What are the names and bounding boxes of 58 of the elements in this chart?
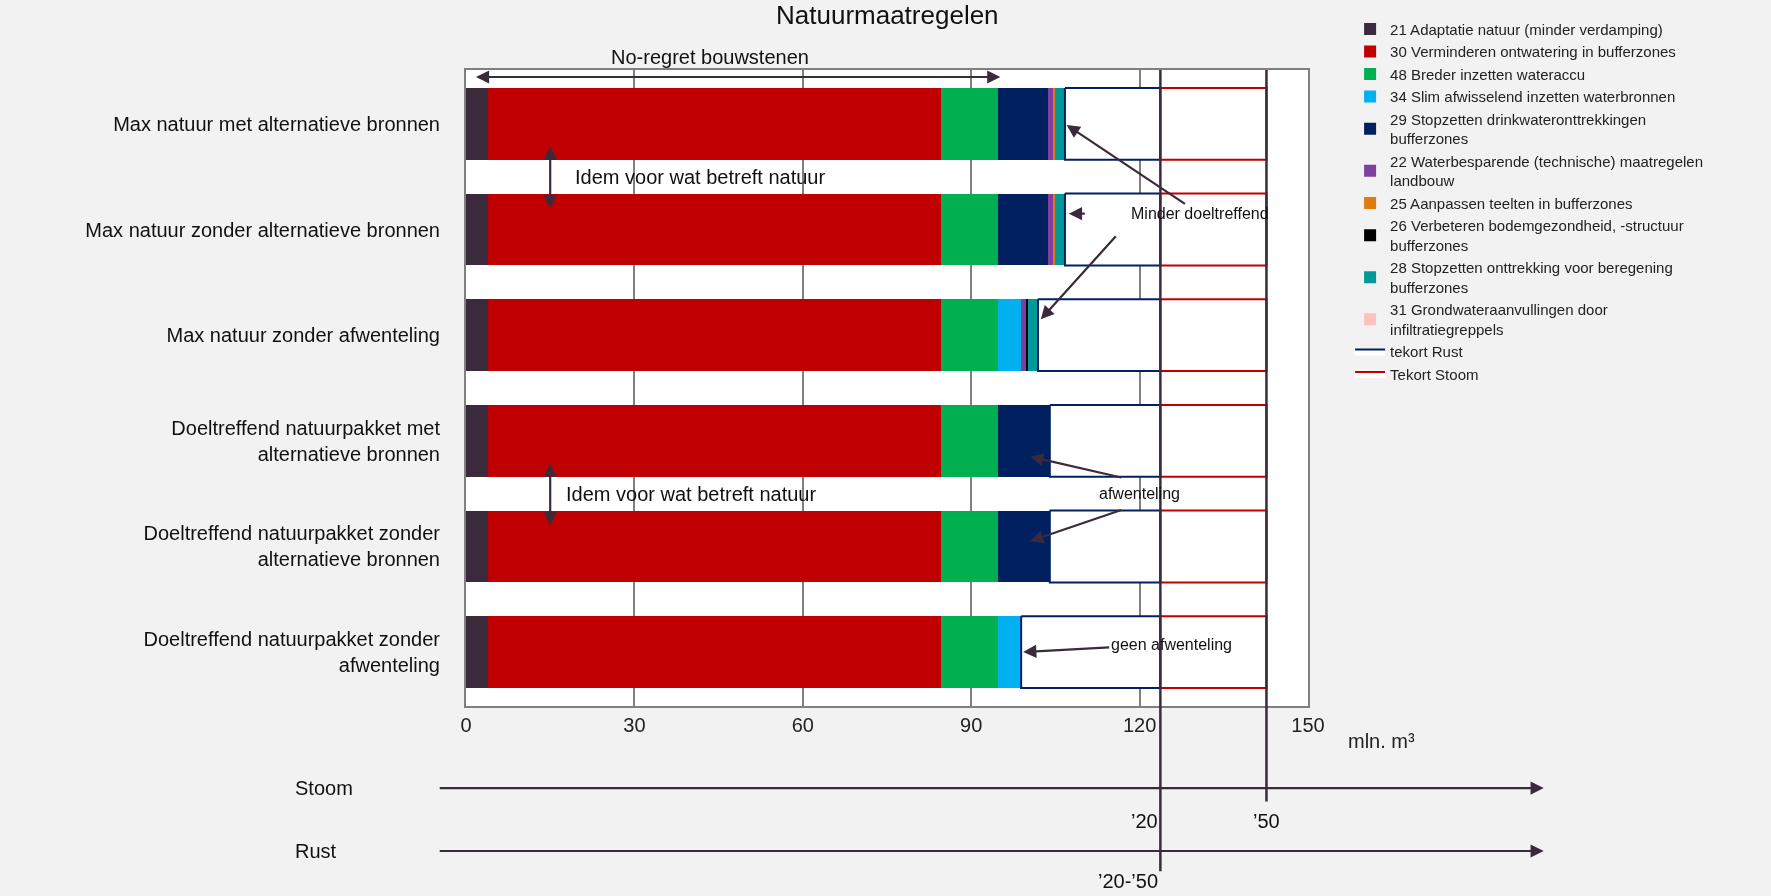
legend-label: Tekort Stoom [1390, 365, 1479, 383]
bar [1028, 299, 1038, 372]
legend-label: tekort Rust [1390, 343, 1464, 361]
bar [941, 510, 998, 583]
x-tick-label: 150 [1291, 714, 1325, 736]
y-tick-label: Max natuur met alternatieve bronnen [113, 112, 440, 135]
x-tick-label: 90 [960, 714, 983, 736]
bar [941, 87, 998, 160]
bar [941, 193, 998, 266]
bar [941, 299, 998, 372]
bar [487, 404, 942, 477]
bar [466, 510, 488, 583]
bar [487, 87, 942, 160]
y-tick-label: Max natuur zonder afwenteling [166, 324, 440, 347]
text: Stoom [295, 777, 353, 799]
legend-label: 29 Stopzetten drinkwateronttrekkingen bufferzones [1390, 110, 1647, 148]
bar [487, 299, 942, 372]
annotation: Idem voor wat betreft natuur [566, 483, 817, 505]
annotation: Idem voor wat betreft natuur [575, 166, 826, 188]
y-tick-label: Doeltreffend natuurpakket zonder afwenteling [143, 628, 441, 677]
bar [466, 299, 488, 372]
bar [997, 299, 1022, 372]
x-tick-label: 120 [1122, 714, 1157, 736]
bar [997, 193, 1048, 266]
legend-label: 48 Breder inzetten wateraccu [1390, 65, 1586, 83]
legend-label: 30 Verminderen ontwatering in bufferzones [1390, 43, 1676, 61]
legend-label: 26 Verbeteren bodemgezondheid, -structuur bufferzones [1390, 217, 1684, 254]
x-tick-label: 0 [460, 714, 472, 736]
legend-label: 28 Stopzetten onttrekking voor beregening bufferzones [1390, 259, 1673, 296]
chart-title: Natuurmaatregelen [776, 0, 999, 30]
x-tick-label: 30 [623, 714, 646, 736]
bar [997, 616, 1022, 689]
bar [466, 87, 488, 160]
ref-line-label: ’50 [1253, 810, 1280, 832]
text: ’20-’50 [1098, 870, 1159, 892]
text: No-regret bouwstenen [611, 46, 809, 68]
bar [1055, 193, 1065, 266]
bar [997, 87, 1048, 160]
y-tick-label: Doeltreffend natuurpakket met alternatieve bronnen [171, 416, 441, 465]
x-tick-label: 60 [791, 714, 814, 736]
bar [466, 193, 488, 266]
bar [941, 616, 998, 689]
bar [1055, 87, 1065, 160]
legend-label: 34 Slim afwisselend inzetten waterbronnen [1390, 88, 1676, 106]
legend-label: 25 Aanpassen teelten in bufferzones [1390, 194, 1633, 212]
text: Rust [295, 840, 337, 862]
x-axis-title: mln. m³ [1348, 730, 1415, 752]
bar [487, 510, 942, 583]
bar [466, 616, 488, 689]
legend-label: 22 Waterbesparende (technische) maatregelen landbouw [1390, 152, 1704, 190]
legend-label: 21 Adaptatie natuur (minder verdamping) [1390, 20, 1663, 38]
bar [941, 404, 998, 477]
bar [487, 193, 942, 266]
bar [466, 404, 488, 477]
ref-line-label: ’20 [1131, 810, 1158, 832]
bar [487, 616, 942, 689]
y-tick-label: Max natuur zonder alternatieve bronnen [85, 218, 440, 241]
y-tick-label: Doeltreffend natuurpakket zonder alternatieve bronnen [143, 522, 441, 571]
